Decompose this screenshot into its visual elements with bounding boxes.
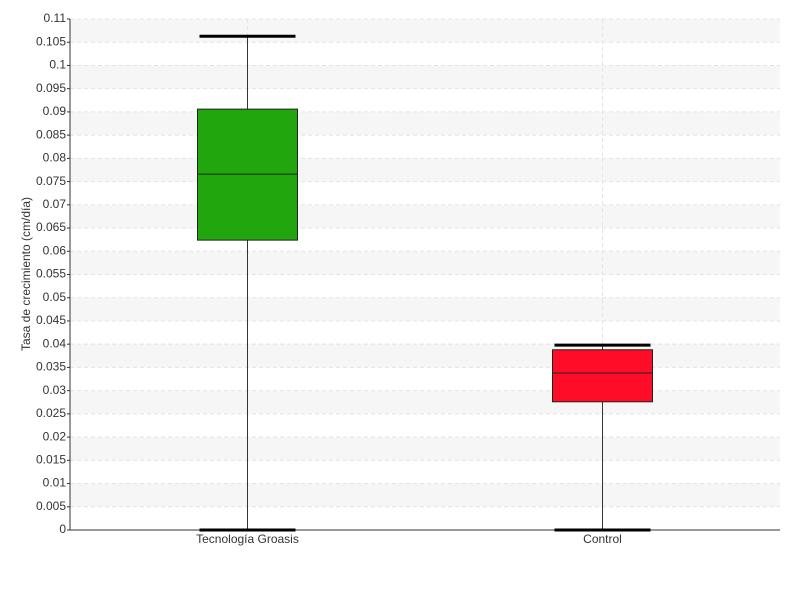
y-tick-label: 0.075 — [36, 174, 66, 188]
grid-band — [70, 297, 780, 321]
y-tick-label: 0.005 — [36, 499, 66, 513]
y-tick-label: 0.1 — [49, 58, 66, 72]
y-tick-label: 0.085 — [36, 127, 66, 141]
y-tick-label: 0.07 — [43, 197, 67, 211]
y-tick-label: 0.02 — [43, 429, 67, 443]
y-tick-label: 0.095 — [36, 81, 66, 95]
y-tick-label: 0.035 — [36, 360, 66, 374]
y-tick-label: 0.08 — [43, 151, 67, 165]
y-tick-label: 0.03 — [43, 383, 67, 397]
grid-band — [70, 344, 780, 368]
y-tick-label: 0.11 — [44, 11, 67, 25]
y-tick-label: 0.01 — [43, 476, 67, 490]
grid-band — [70, 437, 780, 461]
grid-band — [70, 158, 780, 182]
grid-band — [70, 65, 780, 89]
y-tick-label: 0.09 — [43, 104, 67, 118]
grid-band — [70, 111, 780, 136]
y-tick-label: 0 — [59, 522, 66, 536]
y-tick-label: 0.015 — [36, 452, 66, 466]
grid-band — [70, 390, 780, 414]
x-tick-label: Tecnología Groasis — [196, 532, 299, 546]
box — [552, 349, 653, 403]
x-tick-label: Control — [583, 532, 622, 546]
grid-band — [70, 251, 780, 275]
grid-band — [70, 19, 780, 43]
y-tick-label: 0.06 — [43, 243, 67, 257]
y-tick-label: 0.05 — [43, 290, 67, 304]
grid-band — [70, 204, 780, 229]
y-tick-label: 0.105 — [36, 34, 66, 48]
grid-band — [70, 483, 780, 507]
y-tick-label: 0.055 — [36, 267, 66, 281]
y-tick-label: 0.045 — [36, 313, 66, 327]
y-tick-label: 0.025 — [36, 406, 66, 420]
y-axis-label: Tasa de crecimiento (cm/día) — [19, 197, 33, 351]
y-tick-label: 0.065 — [36, 220, 66, 234]
y-tick-label: 0.04 — [43, 336, 67, 350]
